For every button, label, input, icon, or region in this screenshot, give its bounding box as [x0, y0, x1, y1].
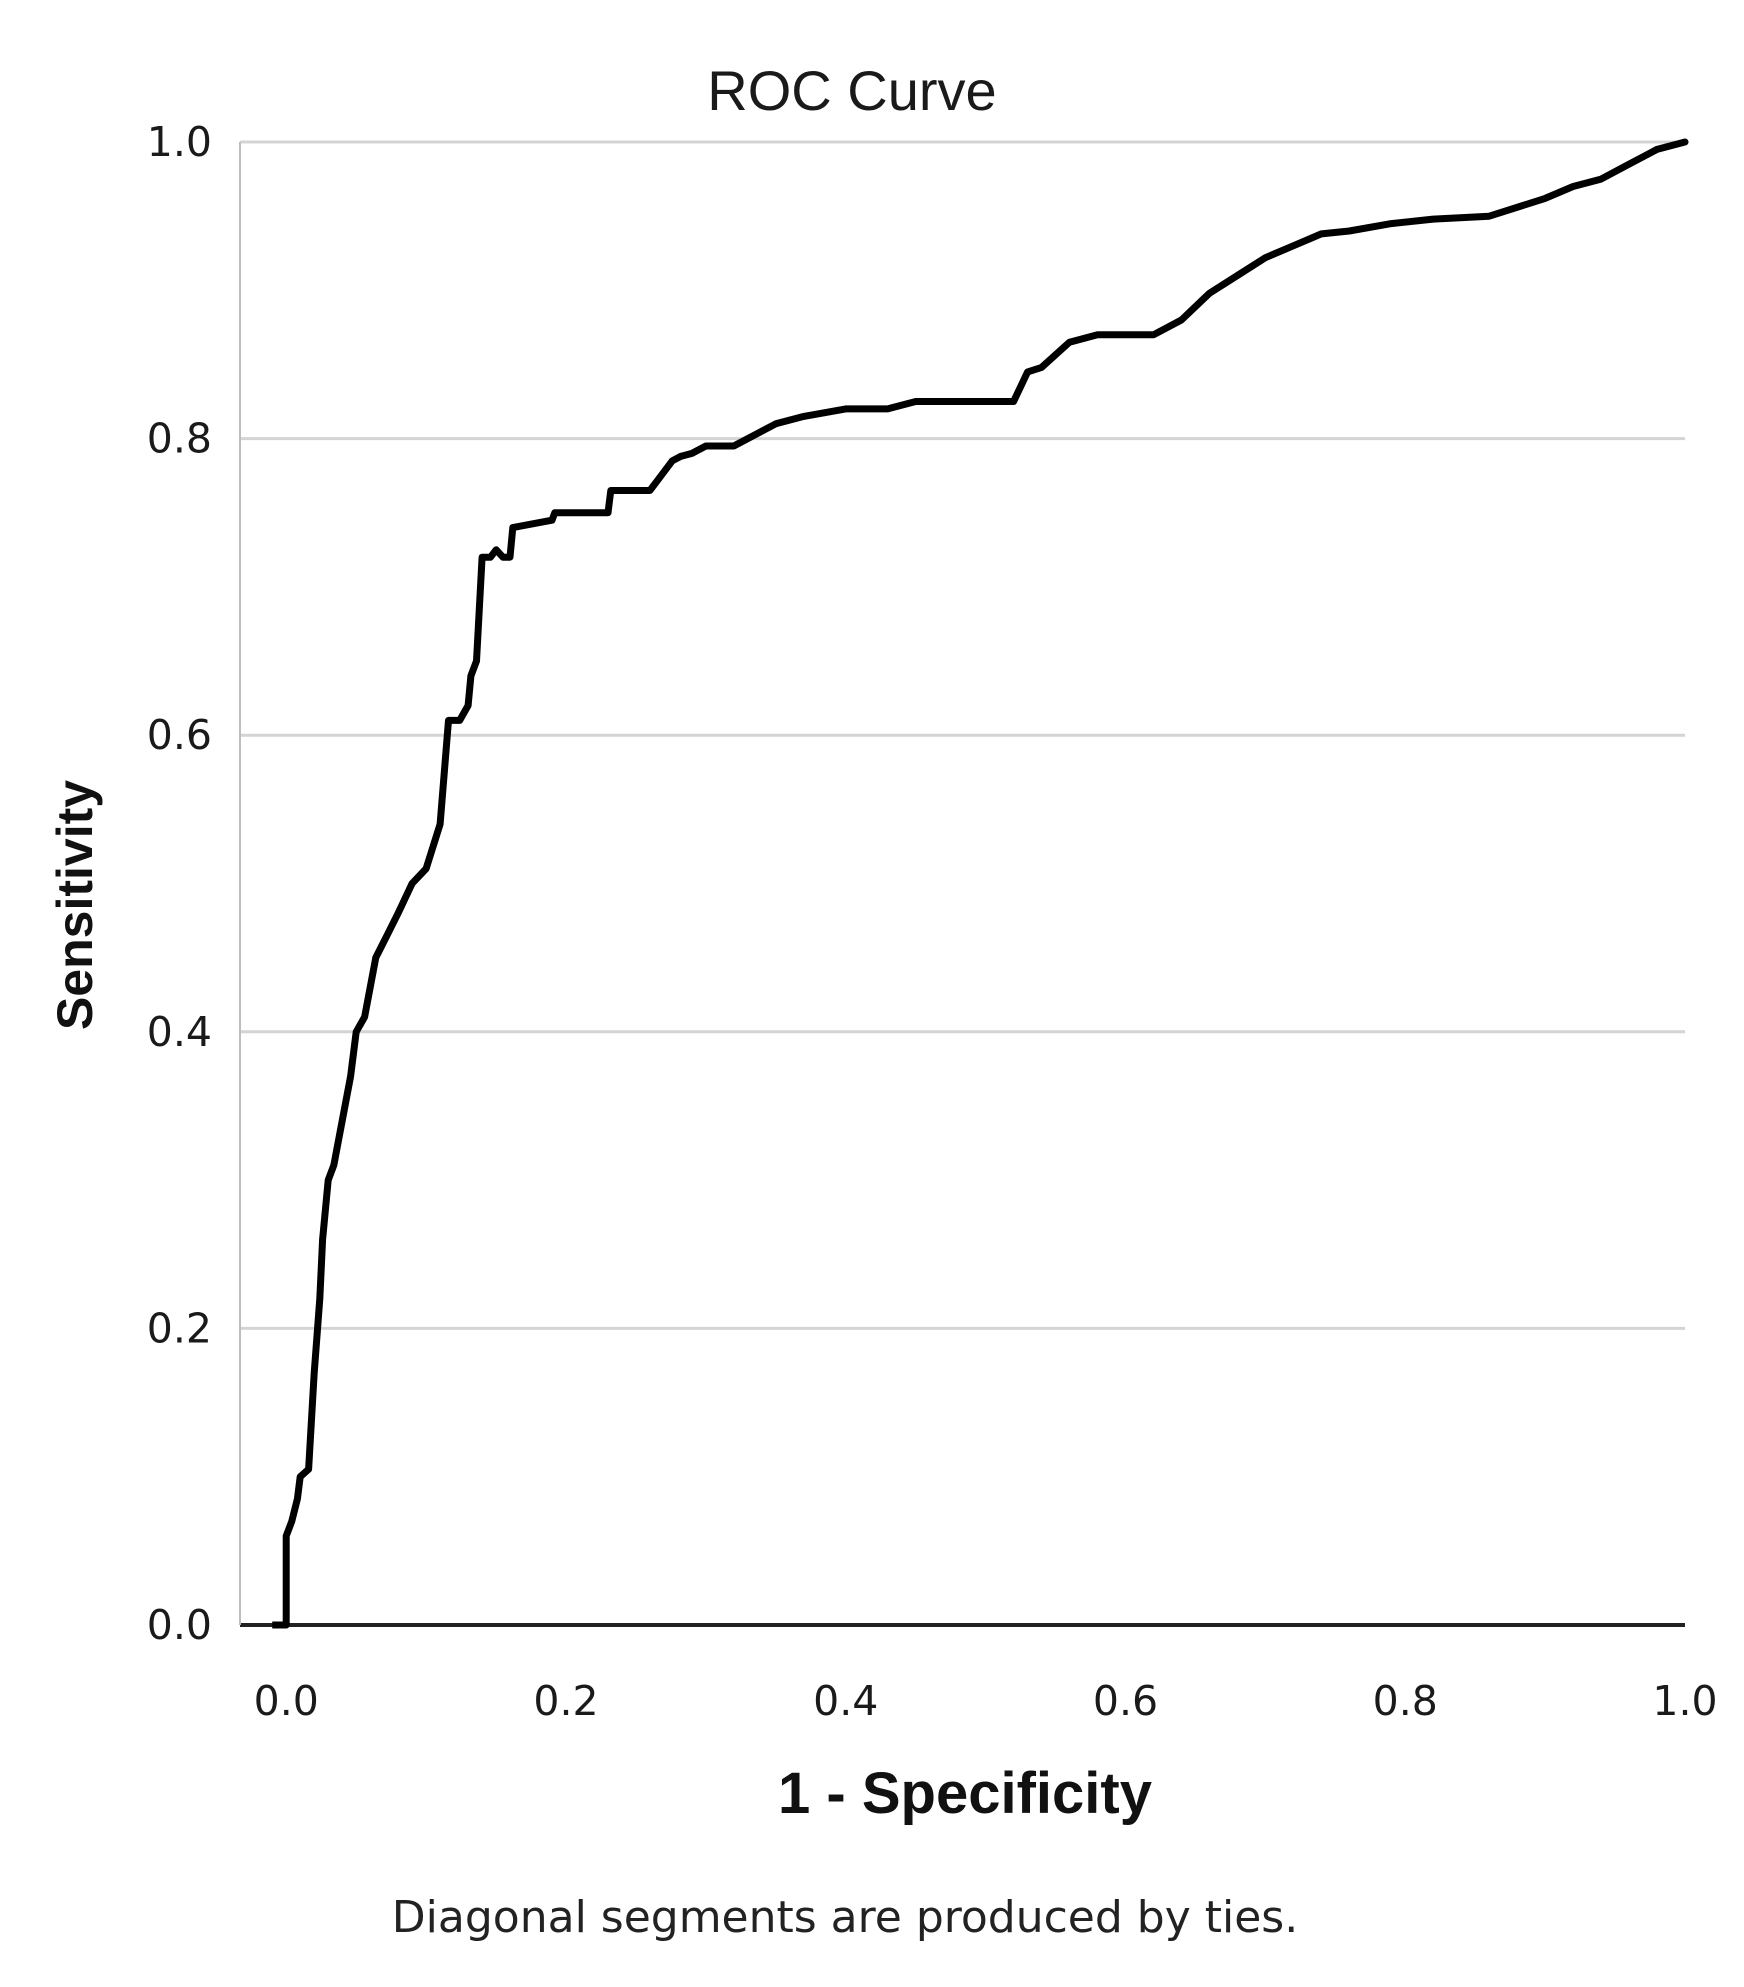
x-tick-labels: 0.0 0.2 0.4 0.6 0.8 1.0: [254, 1677, 1718, 1725]
y-tick-label: 1.0: [147, 118, 212, 166]
y-tick-labels: 0.0 0.2 0.4 0.6 0.8 1.0: [147, 118, 212, 1649]
chart-title: ROC Curve: [707, 59, 996, 122]
x-tick-label: 0.8: [1373, 1677, 1438, 1725]
x-tick-label: 0.4: [813, 1677, 878, 1725]
x-axis-label: 1 - Specificity: [778, 1761, 1152, 1826]
y-tick-label: 0.2: [147, 1304, 212, 1352]
roc-curve-line: [282, 138, 1689, 1629]
gridlines: [240, 140, 1685, 1330]
y-tick-label: 0.0: [147, 1601, 212, 1649]
x-tick-label: 1.0: [1652, 1677, 1717, 1725]
chart-footnote: Diagonal segments are produced by ties.: [392, 1892, 1298, 1943]
x-tick-label: 0.0: [254, 1677, 319, 1725]
axes: [239, 142, 1685, 1627]
y-tick-label: 0.8: [147, 415, 212, 463]
y-tick-label: 0.4: [147, 1008, 212, 1056]
y-tick-label: 0.6: [147, 711, 212, 759]
y-axis-label: Sensitivity: [47, 780, 103, 1030]
x-tick-label: 0.6: [1093, 1677, 1158, 1725]
series-layer: [272, 138, 1689, 1629]
x-tick-label: 0.2: [533, 1677, 598, 1725]
